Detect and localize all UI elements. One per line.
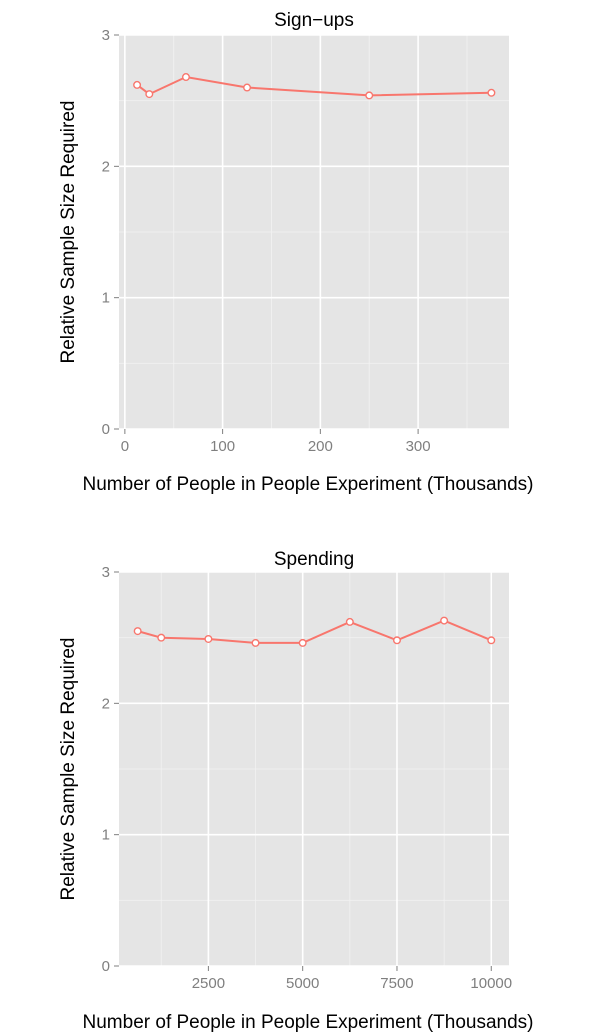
x-axis-label: Number of People in People Experiment (T… [83,474,534,495]
x-axis-label: Number of People in People Experiment (T… [83,1012,534,1033]
y-axis-label: Relative Sample Size Required [58,101,79,364]
y-tick-label: 2 [102,695,110,712]
y-tick-label: 3 [102,564,110,581]
data-point [365,91,374,100]
y-tick-label: 1 [102,827,110,844]
chart-title: Sign−ups [274,10,354,31]
x-tick-label: 200 [308,438,333,455]
data-point [157,633,166,642]
data-point [345,617,354,626]
y-tick-label: 3 [102,27,110,44]
data-point [487,636,496,645]
data-point [243,83,252,92]
data-point [392,636,401,645]
data-point [204,634,213,643]
chart-2: 0 1 2 3 2500 5000 7500 10000 Spending Number of P… [58,549,533,1033]
data-point [181,73,190,82]
chart-1: 0 1 2 3 0 100 200 300 Sign−ups Number of People i… [58,10,533,495]
data-point [440,616,449,625]
x-tick-label: 2500 [192,975,225,992]
data-point [298,638,307,647]
data-point [133,627,142,636]
y-tick-label: 0 [102,958,110,975]
x-tick-label: 10000 [470,975,512,992]
x-tick-label: 100 [210,438,235,455]
data-point [487,88,496,97]
chart-title: Spending [274,549,354,570]
y-tick-label: 2 [102,158,110,175]
x-tick-label: 300 [406,438,431,455]
x-tick-label: 0 [121,438,129,455]
data-point [145,90,154,99]
y-axis-label: Relative Sample Size Required [58,638,79,901]
x-tick-label: 7500 [380,975,413,992]
data-point [251,638,260,647]
y-tick-label: 1 [102,290,110,307]
x-tick-label: 5000 [286,975,319,992]
data-point [133,80,142,89]
y-tick-label: 0 [102,421,110,438]
